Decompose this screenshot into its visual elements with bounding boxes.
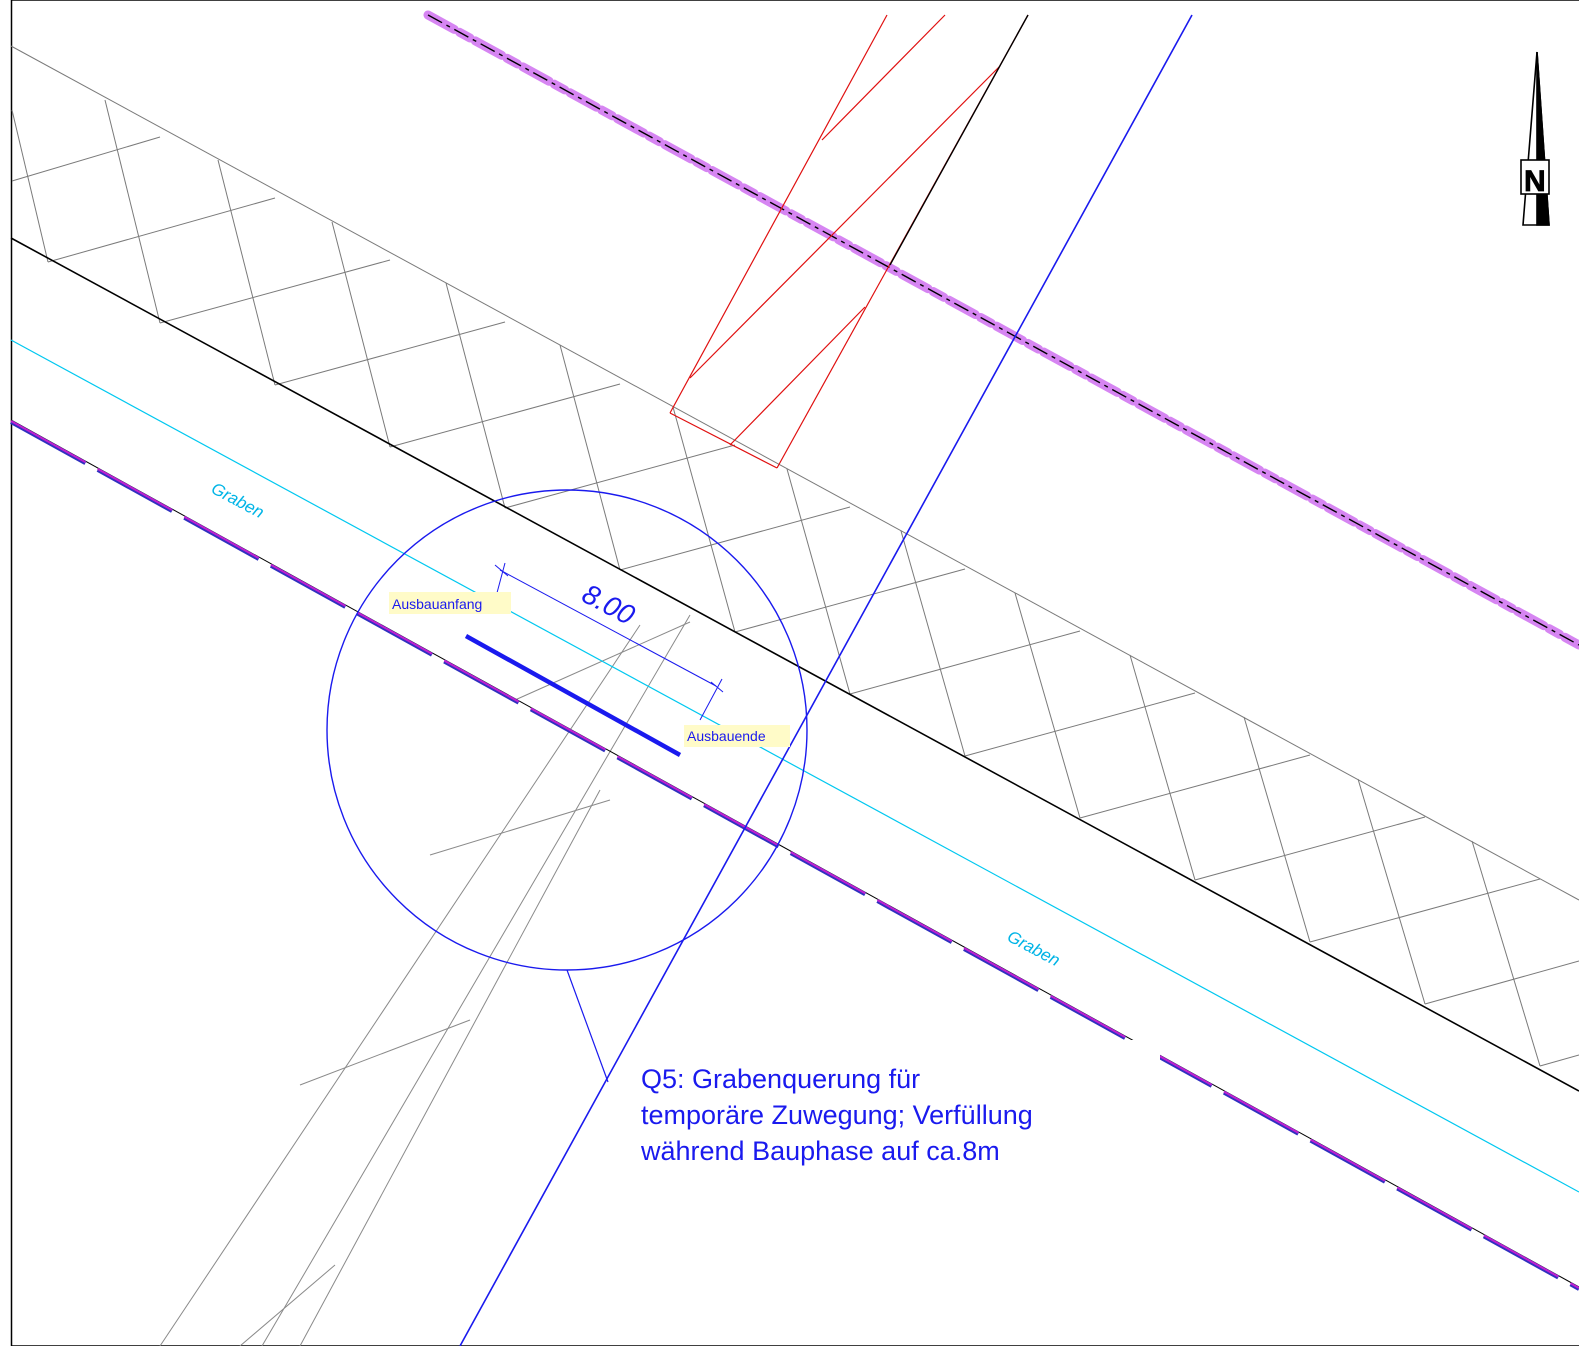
start-label-bg — [389, 592, 511, 614]
leader-line — [566, 969, 609, 1083]
access-road-outline — [159, 614, 691, 1346]
annotation-line-1: Q5: Grabenquerung für — [641, 1064, 921, 1094]
parcel-boundary-upper — [423, 10, 1579, 650]
drawing-frame — [10, 0, 1579, 1346]
end-label: Ausbauende — [687, 728, 766, 744]
access-route-line — [459, 14, 1193, 1346]
ditch-label-upper: Graben — [208, 479, 267, 522]
crossing-annotation: Q5: Grabenquerung für temporäre Zuwegung… — [641, 1061, 1161, 1169]
end-label-bg — [684, 725, 790, 747]
north-arrow-letter: N — [1524, 165, 1546, 198]
embankment-hatching — [10, 45, 1579, 1067]
crossing-bar — [464, 634, 682, 757]
ditch-bank-lower — [10, 419, 1579, 1291]
ditch-label-lower: Graben — [1004, 927, 1063, 970]
start-label: Ausbauanfang — [392, 596, 482, 612]
annotation-line-2: temporäre Zuwegung; Verfüllung — [641, 1100, 1033, 1130]
ditch-centerline — [10, 339, 1579, 1193]
road-edge-line — [10, 237, 1579, 1092]
dimension-value: 8.00 — [577, 578, 640, 631]
red-black-overlay — [889, 14, 1029, 266]
annotation-line-3: während Bauphase auf ca.8m — [641, 1136, 1000, 1166]
bank-gap — [1100, 1040, 1160, 1080]
north-arrow-icon: N — [1520, 51, 1550, 226]
